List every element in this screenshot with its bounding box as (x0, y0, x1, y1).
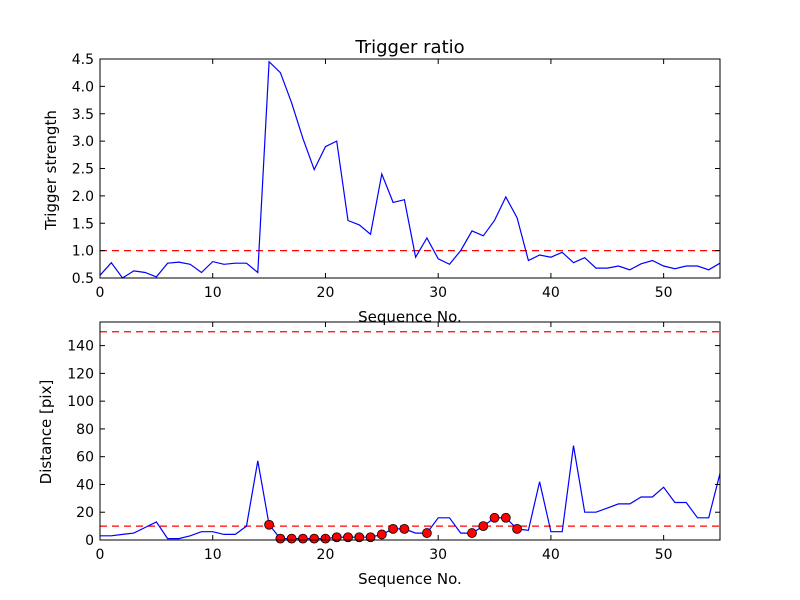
data-point-marker (286, 533, 297, 544)
x-tick-label: 10 (204, 285, 222, 301)
x-tick-label: 50 (655, 285, 673, 301)
data-point-marker (489, 512, 500, 523)
x-tick-label: 0 (96, 285, 105, 301)
x-tick-label: 50 (655, 547, 673, 563)
distance-panel: 0 10 20 30 40 50 0 20 40 60 80 100 120 140 Sequence No… (37, 321, 721, 588)
data-point-marker (422, 528, 432, 538)
y-tick-label: 1.0 (72, 244, 94, 260)
x-tick-label: 20 (317, 285, 335, 301)
data-point-marker (388, 523, 398, 534)
data-point-marker (478, 521, 489, 532)
plot-frame (99, 58, 721, 279)
data-point-marker (275, 533, 286, 544)
x-tick-label: 40 (542, 285, 560, 301)
series-line (99, 60, 721, 279)
y-axis-label: Distance [pix] (37, 380, 55, 485)
x-tick-label: 30 (429, 547, 447, 563)
y-tick-label: 80 (76, 422, 94, 438)
data-point-marker (399, 523, 410, 534)
data-point-marker (500, 512, 511, 523)
plot-frame (99, 321, 721, 541)
y-tick-label: 100 (67, 394, 94, 410)
data-point-marker (512, 523, 522, 534)
data-point-marker (298, 533, 308, 544)
y-tick-label: 3.5 (72, 107, 94, 123)
y-tick-label: 120 (67, 366, 94, 382)
x-axis-label: Sequence No. (358, 570, 462, 588)
data-point-marker (264, 519, 274, 530)
y-tick-label: 4.5 (72, 52, 94, 68)
y-tick-label: 20 (76, 505, 94, 521)
x-tick-label: 20 (317, 547, 335, 563)
data-point-marker (343, 532, 353, 543)
y-tick-label: 40 (76, 477, 94, 493)
trigger-ratio-panel: 0 10 20 30 40 50 0.5 1.0 1.5 2.0 2.5 3.0 3.5 4.0 4.5 Tr… (42, 37, 721, 326)
data-point-marker (365, 532, 376, 543)
y-tick-label: 2.0 (72, 189, 94, 205)
x-tick-label: 40 (542, 547, 560, 563)
y-tick-label: 0.5 (72, 271, 94, 287)
data-point-marker (354, 532, 365, 543)
y-tick-label: 140 (67, 339, 94, 355)
data-point-marker (467, 528, 477, 538)
chart-title: Trigger ratio (354, 37, 464, 58)
y-tick-label: 3.0 (72, 134, 94, 150)
x-tick-label: 10 (204, 547, 222, 563)
y-tick-label: 1.5 (72, 216, 94, 232)
data-point-marker (376, 529, 387, 540)
x-tick-label: 0 (96, 547, 105, 563)
series-line (100, 445, 721, 540)
y-axis-label: Trigger strength (42, 110, 60, 231)
x-tick-label: 30 (429, 285, 447, 301)
x-axis-label: Sequence No. (358, 308, 462, 326)
y-tick-label: 0 (85, 533, 94, 549)
y-tick-label: 60 (76, 450, 94, 466)
data-point-marker (309, 533, 320, 544)
y-tick-label: 2.5 (72, 162, 94, 178)
data-point-marker (331, 532, 342, 543)
y-tick-label: 4.0 (72, 79, 94, 95)
